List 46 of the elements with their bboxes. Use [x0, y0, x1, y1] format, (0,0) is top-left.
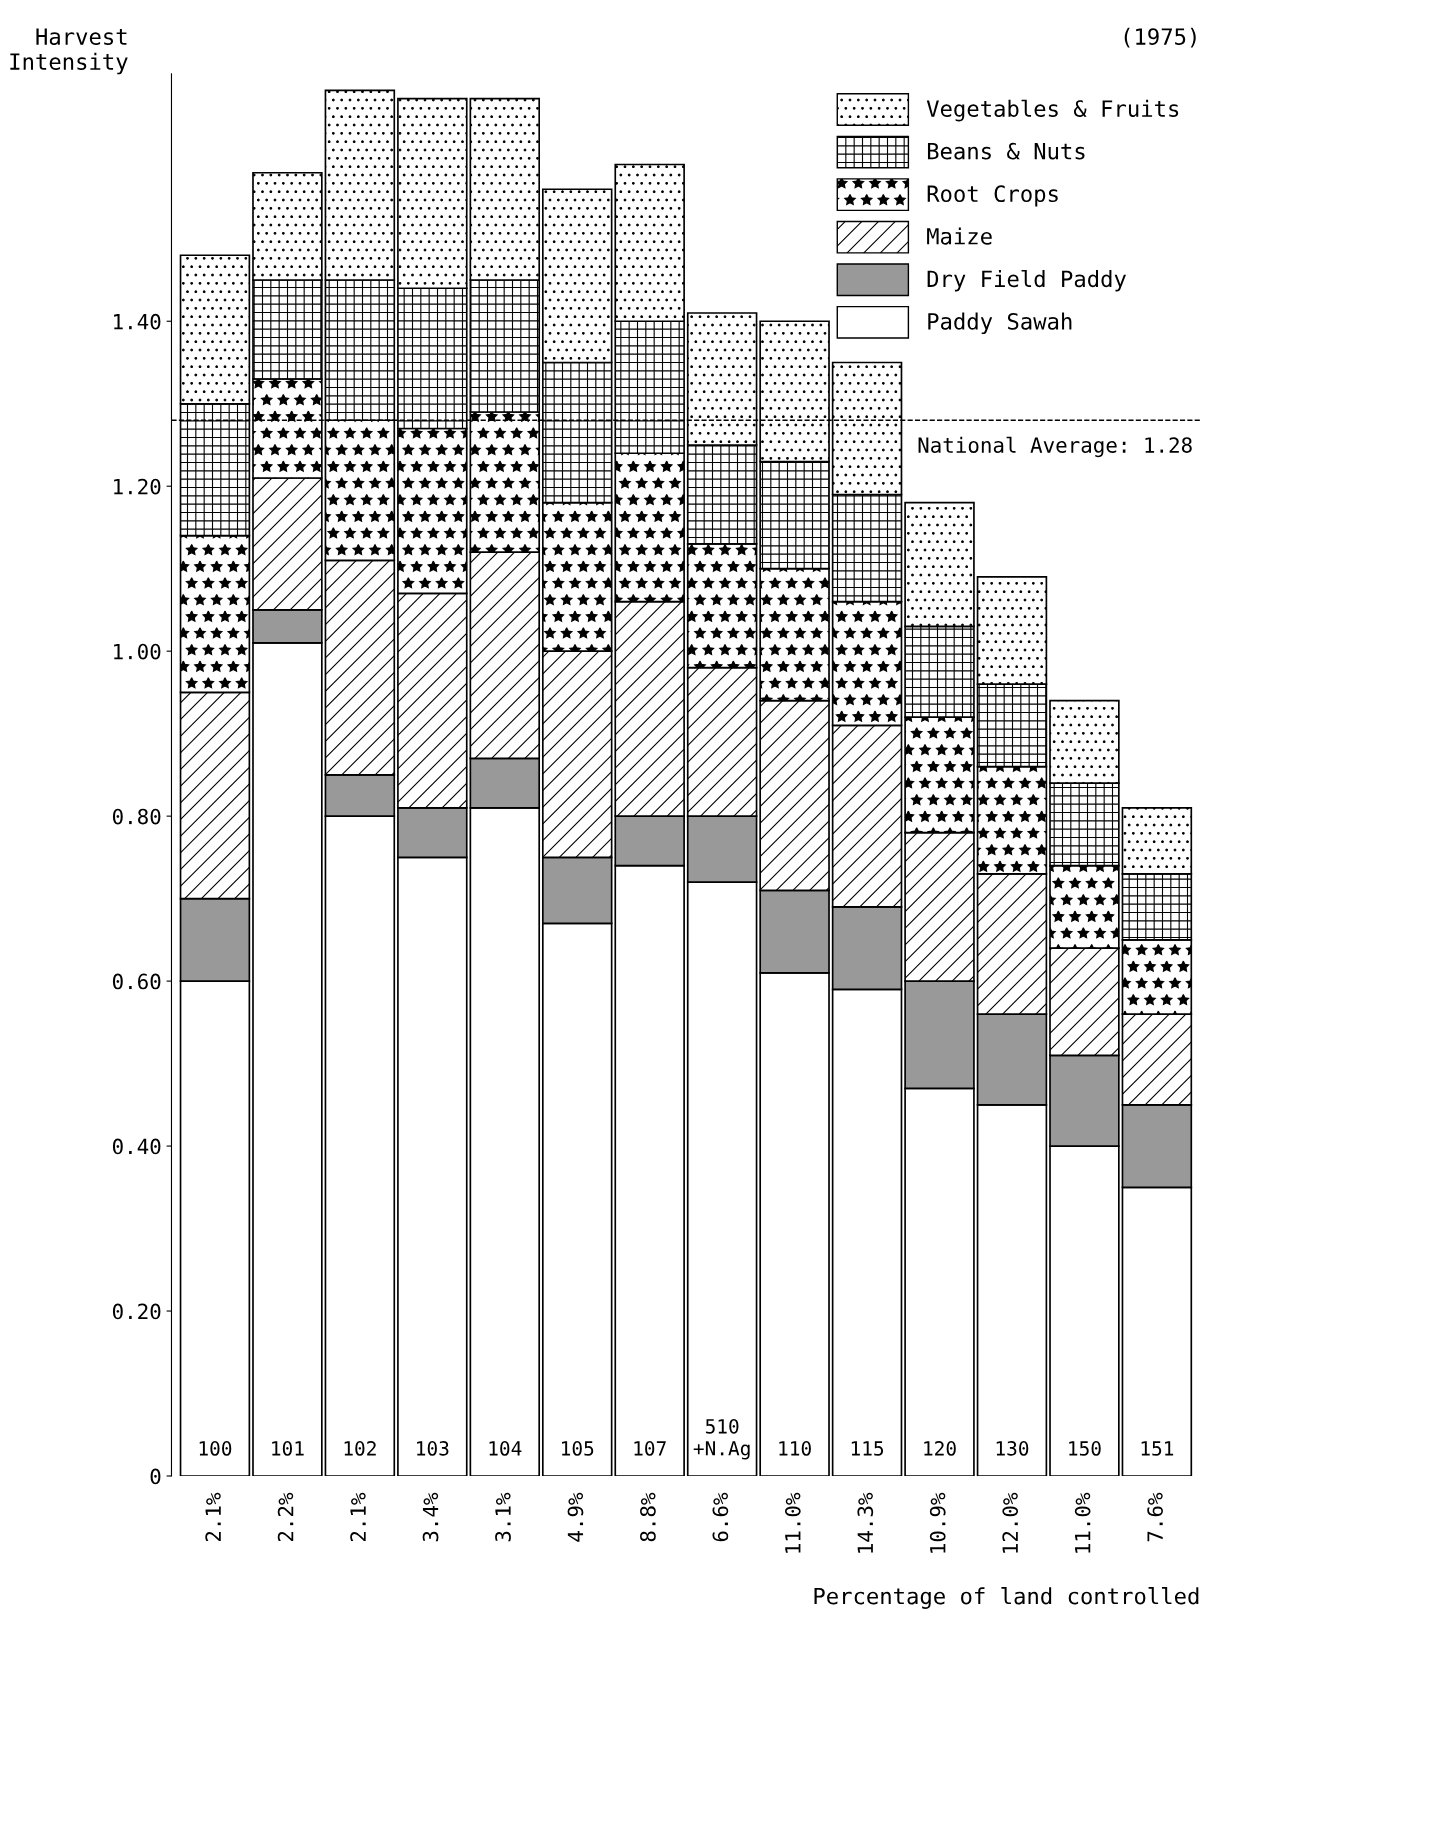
text: 4.9%	[567, 1492, 584, 1542]
x-tick-label: 510 +N.Ag	[693, 1419, 750, 1460]
y-tick-label: 0.40	[112, 1138, 161, 1155]
ref-line-label: National Average: 1.28	[918, 436, 1192, 458]
legend-label: Paddy Sawah	[928, 312, 1072, 335]
x-tick-label: 104	[489, 1441, 522, 1456]
x-tick-label: 110	[779, 1441, 811, 1456]
x-tick-label: 120	[924, 1441, 956, 1456]
text: 8.8%	[640, 1492, 656, 1542]
text: 2.1%	[205, 1492, 221, 1542]
x-tick-label: 150	[1069, 1441, 1101, 1456]
text: 11.0%	[1074, 1492, 1091, 1553]
y-tick-label: 0.20	[112, 1303, 161, 1320]
legend-label: Vegetables & Fruits	[926, 99, 1179, 122]
y-axis-title: Harvest Intensity	[10, 28, 128, 75]
x-tick-label: 130	[996, 1441, 1029, 1456]
x-tick-label: 115	[851, 1441, 884, 1456]
y-tick-label: 1.00	[114, 643, 161, 660]
text: 7.6%	[1147, 1492, 1163, 1542]
x-tick-label: 107	[634, 1441, 666, 1456]
legend-label: Dry Field Paddy	[927, 269, 1126, 292]
chart-title: (1975)	[1124, 27, 1196, 48]
text: 2.1%	[350, 1492, 366, 1542]
text: 14.3%	[857, 1492, 874, 1553]
x-tick-label: 103	[417, 1441, 449, 1456]
legend-label: Beans & Nuts	[927, 142, 1085, 160]
text: 11.0%	[784, 1492, 801, 1553]
x-tick-label: 100	[199, 1441, 232, 1456]
text: 10.9%	[929, 1492, 946, 1553]
legend-label: Maize	[927, 227, 992, 245]
x-tick-label: 101	[272, 1441, 304, 1456]
x-tick-label: 105	[562, 1441, 594, 1456]
text: 6.6%	[712, 1492, 729, 1542]
text: 2.2%	[277, 1492, 294, 1542]
y-tick-label: 0.60	[112, 973, 161, 990]
x-tick-label: 102	[344, 1441, 376, 1456]
y-tick-label: 1.40	[114, 313, 161, 330]
text: 12.0%	[1002, 1492, 1019, 1553]
y-tick-label: 1.20	[114, 478, 161, 495]
text: 3.4%	[422, 1492, 439, 1542]
y-tick-label: 0	[150, 1468, 161, 1485]
text: 3.1%	[495, 1492, 511, 1542]
legend-label: Root Crops	[927, 185, 1058, 207]
x-tick-label: 151	[1141, 1441, 1174, 1456]
y-tick-label: 0.80	[112, 808, 161, 825]
x-axis-title: Percentage of land controlled	[814, 1587, 1199, 1609]
